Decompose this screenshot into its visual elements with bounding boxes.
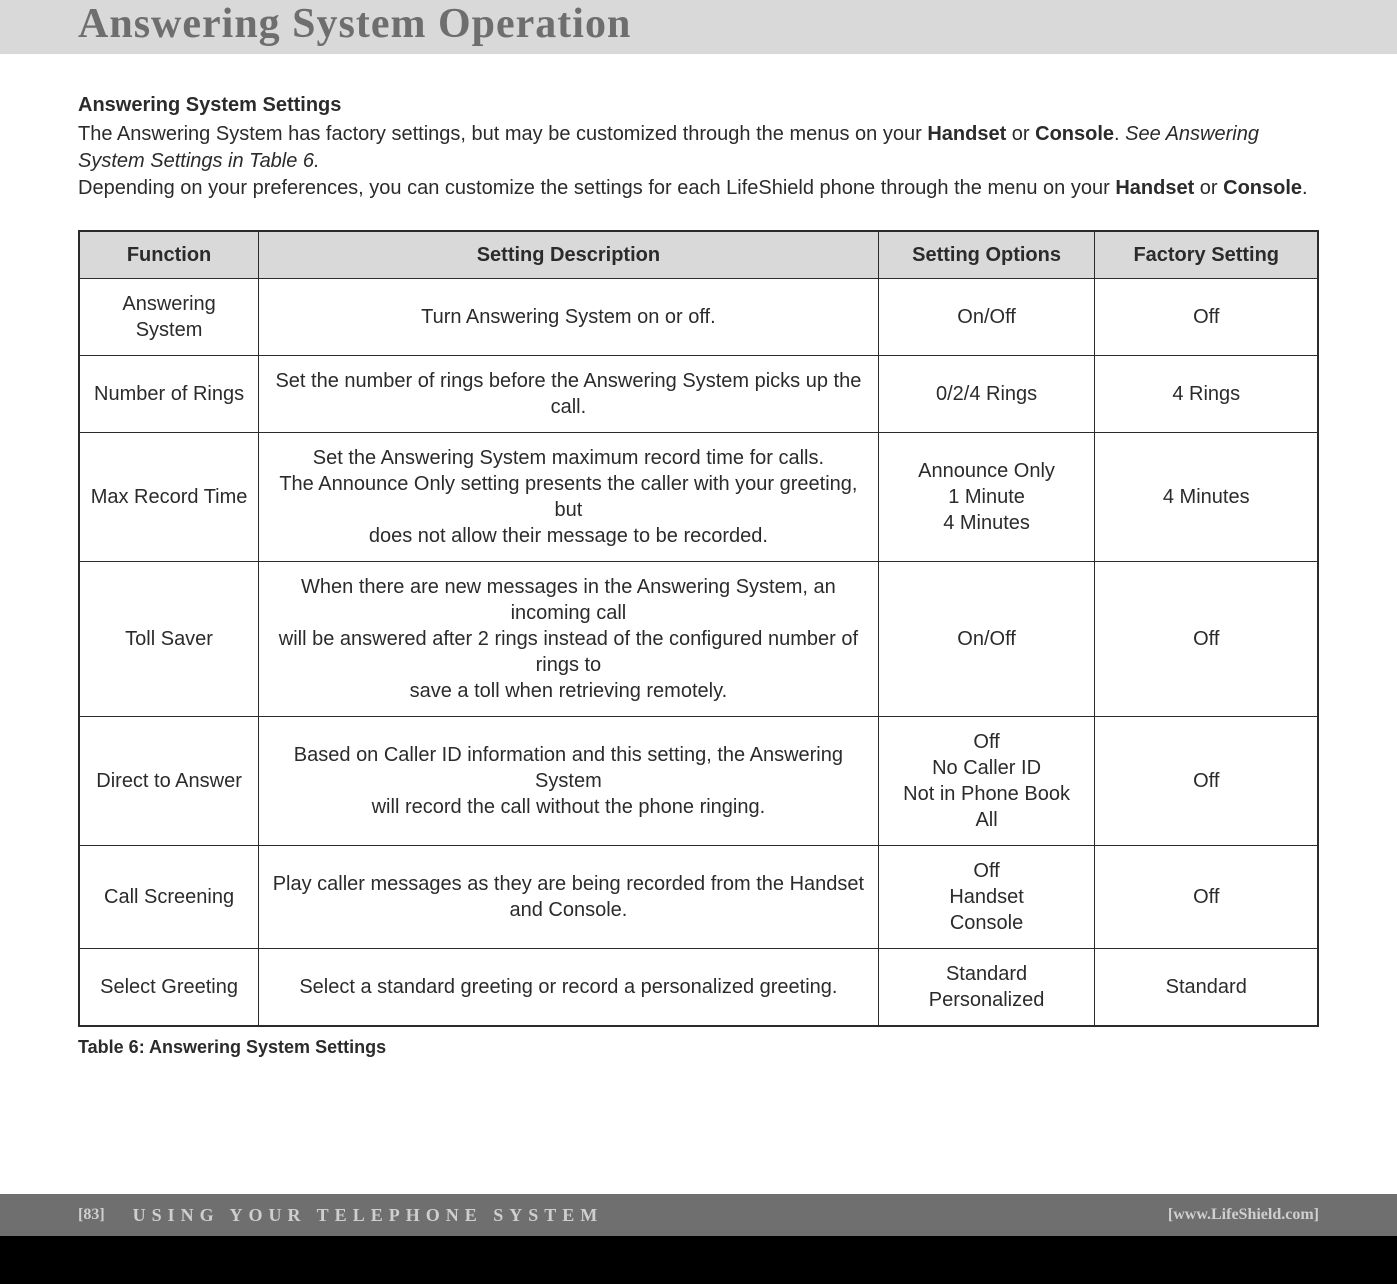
cell-description: Set the number of rings before the Answe… (259, 356, 879, 433)
page-footer: [83] USING YOUR TELEPHONE SYSTEM [www.Li… (0, 1194, 1397, 1284)
cell-function: Call Screening (79, 846, 259, 949)
page-number: [83] (78, 1206, 105, 1224)
cell-description: When there are new messages in the Answe… (259, 562, 879, 717)
cell-text-line: All (889, 807, 1085, 833)
cell-factory: Off (1095, 279, 1318, 356)
cell-options: On/Off (878, 562, 1095, 717)
cell-text-line: Play caller messages as they are being r… (269, 871, 868, 923)
cell-text-line: On/Off (889, 626, 1085, 652)
cell-description: Based on Caller ID information and this … (259, 717, 879, 846)
cell-text-line: Select a standard greeting or record a p… (269, 974, 868, 1000)
cell-factory: 4 Minutes (1095, 433, 1318, 562)
cell-text-line: Based on Caller ID information and this … (269, 742, 868, 794)
cell-description: Play caller messages as they are being r… (259, 846, 879, 949)
cell-text-line: save a toll when retrieving remotely. (269, 678, 868, 704)
intro-bold-handset: Handset (927, 123, 1006, 145)
cell-text-line: Handset (889, 884, 1085, 910)
footer-url: [www.LifeShield.com] (1168, 1206, 1319, 1224)
cell-options: StandardPersonalized (878, 949, 1095, 1027)
cell-options: On/Off (878, 279, 1095, 356)
subheading: Answering System Settings (78, 94, 1319, 117)
cell-text-line: Console (889, 910, 1085, 936)
cell-text-line: No Caller ID (889, 755, 1085, 781)
intro-text: or (1194, 177, 1223, 199)
cell-text-line: Set the Answering System maximum record … (269, 445, 868, 471)
cell-function: Answering System (79, 279, 259, 356)
intro-bold-console: Console (1223, 177, 1302, 199)
cell-options: 0/2/4 Rings (878, 356, 1095, 433)
cell-text-line: Not in Phone Book (889, 781, 1085, 807)
cell-text-line: Standard (889, 961, 1085, 987)
intro-text: . (1302, 177, 1308, 199)
cell-description: Set the Answering System maximum record … (259, 433, 879, 562)
cell-text-line: 4 Minutes (889, 510, 1085, 536)
cell-options: Announce Only1 Minute4 Minutes (878, 433, 1095, 562)
cell-function: Direct to Answer (79, 717, 259, 846)
cell-description: Turn Answering System on or off. (259, 279, 879, 356)
table-row: Direct to AnswerBased on Caller ID infor… (79, 717, 1318, 846)
intro-text: Depending on your preferences, you can c… (78, 177, 1115, 199)
cell-function: Number of Rings (79, 356, 259, 433)
content-area: Answering System Settings The Answering … (0, 54, 1397, 1058)
footer-section: USING YOUR TELEPHONE SYSTEM (133, 1205, 604, 1226)
cell-text-line: On/Off (889, 304, 1085, 330)
cell-description: Select a standard greeting or record a p… (259, 949, 879, 1027)
cell-text-line: Personalized (889, 987, 1085, 1013)
footer-bar: [83] USING YOUR TELEPHONE SYSTEM [www.Li… (0, 1194, 1397, 1236)
cell-text-line: Set the number of rings before the Answe… (269, 368, 868, 420)
intro-bold-console: Console (1035, 123, 1114, 145)
cell-text-line: Announce Only (889, 458, 1085, 484)
intro-paragraph: The Answering System has factory setting… (78, 121, 1319, 202)
intro-text: or (1006, 123, 1035, 145)
intro-text: . (1114, 123, 1125, 145)
table-row: Max Record Time Set the Answering System … (79, 433, 1318, 562)
intro-bold-handset: Handset (1115, 177, 1194, 199)
table-caption: Table 6: Answering System Settings (78, 1037, 1319, 1058)
col-header-function: Function (79, 231, 259, 279)
cell-text-line: will record the call without the phone r… (269, 794, 868, 820)
cell-function: Max Record Time (79, 433, 259, 562)
cell-text-line: 0/2/4 Rings (889, 381, 1085, 407)
cell-text-line: When there are new messages in the Answe… (269, 574, 868, 626)
page: Answering System Operation Answering Sys… (0, 0, 1397, 1284)
cell-text-line: The Announce Only setting presents the c… (269, 471, 868, 523)
table-row: Number of RingsSet the number of rings b… (79, 356, 1318, 433)
cell-options: OffNo Caller IDNot in Phone BookAll (878, 717, 1095, 846)
cell-text-line: Turn Answering System on or off. (269, 304, 868, 330)
cell-text-line: 1 Minute (889, 484, 1085, 510)
col-header-description: Setting Description (259, 231, 879, 279)
cell-function: Select Greeting (79, 949, 259, 1027)
table-row: Call ScreeningPlay caller messages as th… (79, 846, 1318, 949)
table-header-row: Function Setting Description Setting Opt… (79, 231, 1318, 279)
table-row: Toll SaverWhen there are new messages in… (79, 562, 1318, 717)
settings-table: Function Setting Description Setting Opt… (78, 230, 1319, 1027)
page-title: Answering System Operation (0, 0, 1397, 48)
cell-options: OffHandsetConsole (878, 846, 1095, 949)
cell-factory: Off (1095, 846, 1318, 949)
cell-factory: 4 Rings (1095, 356, 1318, 433)
cell-text-line: Off (889, 858, 1085, 884)
cell-text-line: will be answered after 2 rings instead o… (269, 626, 868, 678)
cell-factory: Off (1095, 562, 1318, 717)
title-bar: Answering System Operation (0, 0, 1397, 54)
table-head: Function Setting Description Setting Opt… (79, 231, 1318, 279)
cell-factory: Off (1095, 717, 1318, 846)
cell-text-line: Off (889, 729, 1085, 755)
cell-factory: Standard (1095, 949, 1318, 1027)
intro-text: The Answering System has factory setting… (78, 123, 927, 145)
col-header-options: Setting Options (878, 231, 1095, 279)
col-header-factory: Factory Setting (1095, 231, 1318, 279)
table-body: Answering System Turn Answering System on… (79, 279, 1318, 1027)
cell-text-line: does not allow their message to be recor… (269, 523, 868, 549)
table-row: Answering System Turn Answering System on… (79, 279, 1318, 356)
footer-bottom (0, 1236, 1397, 1284)
cell-function: Toll Saver (79, 562, 259, 717)
table-row: Select Greeting Select a standard greetin… (79, 949, 1318, 1027)
